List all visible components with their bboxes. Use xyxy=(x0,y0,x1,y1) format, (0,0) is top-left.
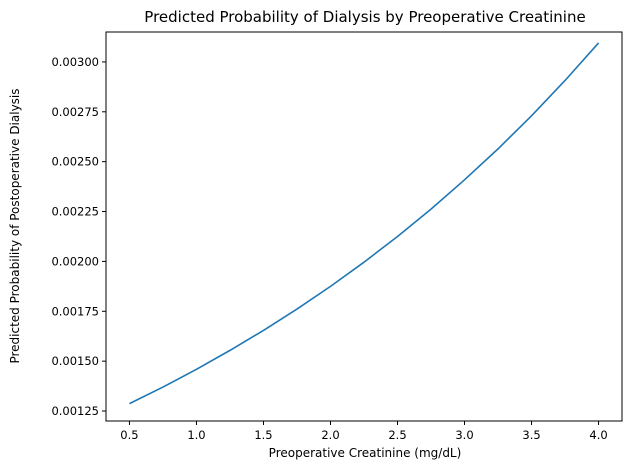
x-tick-label: 1.5 xyxy=(254,428,272,442)
y-tick-label: 0.00125 xyxy=(51,404,99,418)
x-tick-label: 3.0 xyxy=(455,428,473,442)
chart-title: Predicted Probability of Dialysis by Pre… xyxy=(144,8,585,26)
x-tick-label: 1.0 xyxy=(187,428,205,442)
x-axis-label: Preoperative Creatinine (mg/dL) xyxy=(269,446,462,460)
y-tick-label: 0.00250 xyxy=(51,155,99,169)
axes-frame xyxy=(105,31,623,422)
y-tick-label: 0.00225 xyxy=(51,205,99,219)
x-tick-label: 3.5 xyxy=(522,428,540,442)
y-tick-label: 0.00175 xyxy=(51,304,99,318)
x-axis: 0.5 1.0 1.5 2.0 2.5 3.0 3.5 4.0 xyxy=(120,421,608,442)
y-axis-label: Predicted Probability of Postoperative D… xyxy=(8,88,22,363)
x-tick-label: 2.0 xyxy=(321,428,339,442)
series-line xyxy=(129,42,600,405)
y-tick-label: 0.00300 xyxy=(51,55,99,69)
x-tick-label: 4.0 xyxy=(589,428,607,442)
plot-area xyxy=(129,42,600,405)
x-tick-label: 2.5 xyxy=(388,428,406,442)
x-tick-label: 0.5 xyxy=(120,428,138,442)
y-axis: 0.00125 0.00150 0.00175 0.00200 0.00225 0.002… xyxy=(51,55,106,418)
y-tick-label: 0.00200 xyxy=(51,254,99,268)
y-tick-label: 0.00150 xyxy=(51,354,99,368)
y-tick-label: 0.00275 xyxy=(51,105,99,119)
